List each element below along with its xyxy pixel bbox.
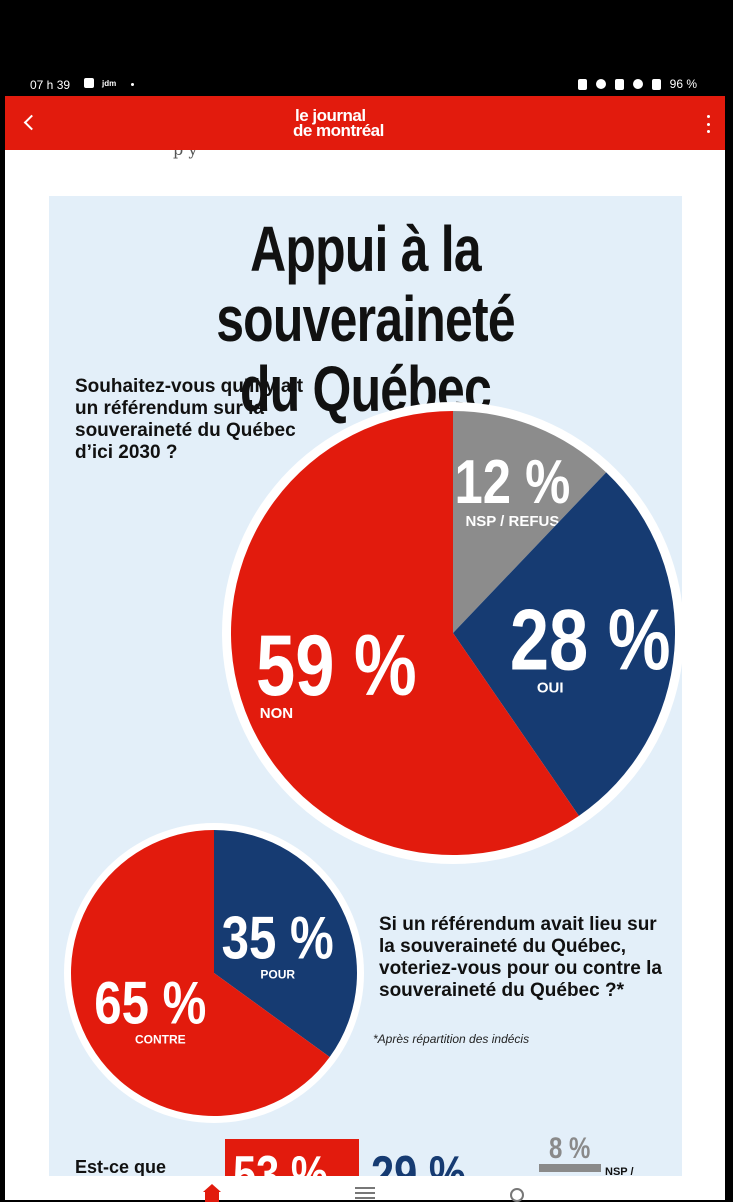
- facebook-icon: [84, 78, 94, 88]
- sections-list-icon[interactable]: [355, 1187, 375, 1200]
- article-cut-text: p y: [173, 150, 197, 159]
- status-bar: 07 h 39 jdm 96 %: [0, 0, 733, 96]
- pie-value-label: 12 %: [454, 449, 570, 518]
- pie-category-label: POUR: [260, 968, 295, 982]
- battery-icon: [651, 78, 661, 90]
- pie-value-label: 28 %: [510, 592, 671, 688]
- location-icon: [595, 79, 606, 89]
- app-bar: le journal de montréal: [5, 96, 725, 150]
- more-options-icon[interactable]: [705, 115, 711, 133]
- journal-logo[interactable]: le journal de montréal: [293, 106, 384, 140]
- article-page[interactable]: p y Appui à la souveraineté du Québec So…: [5, 150, 725, 1200]
- pie-category-label: NON: [260, 705, 293, 722]
- bar-grey-mark: [539, 1164, 601, 1172]
- pie-slice-non: [231, 411, 579, 855]
- home-icon[interactable]: [201, 1184, 223, 1202]
- pie-value-label: 35 %: [222, 904, 334, 972]
- question-referendum-2030: Souhaitez-vous qu’il y ait un référendum…: [75, 376, 304, 463]
- battery-level: 96 %: [669, 77, 697, 91]
- status-icons: 96 %: [577, 77, 697, 91]
- bar-value-grey: 8 %: [549, 1132, 591, 1165]
- pie-value-label: 59 %: [256, 617, 417, 713]
- back-arrow-icon[interactable]: [19, 112, 39, 132]
- pie-category-label: NSP / REFUS: [465, 513, 559, 530]
- pie-slice-pour: [214, 830, 357, 1058]
- referendum-pie-chart: 12 %NSP / REFUS 28 %OUI 59 %NON: [222, 402, 682, 864]
- pie-category-label: CONTRE: [135, 1032, 186, 1046]
- wifi-icon: [632, 79, 643, 89]
- logo-line-2: de montréal: [293, 121, 384, 140]
- bluetooth-icon: [577, 78, 587, 90]
- title-line-1: Appui à la souveraineté: [216, 213, 515, 355]
- status-time: 07 h 39: [30, 78, 71, 92]
- sovereignty-infographic: Appui à la souveraineté du Québec Souhai…: [49, 196, 682, 1200]
- question-vote: Si un référendum avait lieu sur la souve…: [379, 914, 662, 1001]
- more-notifications-icon: [131, 83, 134, 86]
- pie-slice-nsp-refus: [453, 411, 607, 633]
- question-3-start: Est-ce que: [75, 1157, 167, 1177]
- pie-value-label: 65 %: [94, 969, 206, 1037]
- footnote: *Après répartition des indécis: [373, 1032, 530, 1046]
- infographic-title: Appui à la souveraineté du Québec: [119, 214, 613, 424]
- pie-slice-contre: [70, 830, 330, 1116]
- bar-grey-label: NSP /: [605, 1166, 634, 1178]
- bottom-nav: [5, 1176, 725, 1202]
- pie-category-label: OUI: [537, 680, 564, 697]
- notification-app-label: jdm: [102, 79, 117, 88]
- logo-line-1: le journal: [295, 106, 366, 125]
- pie-slice-oui: [453, 472, 675, 816]
- vibrate-icon: [614, 78, 624, 90]
- vote-pie-chart: 35 %POUR 65 %CONTRE: [64, 823, 364, 1123]
